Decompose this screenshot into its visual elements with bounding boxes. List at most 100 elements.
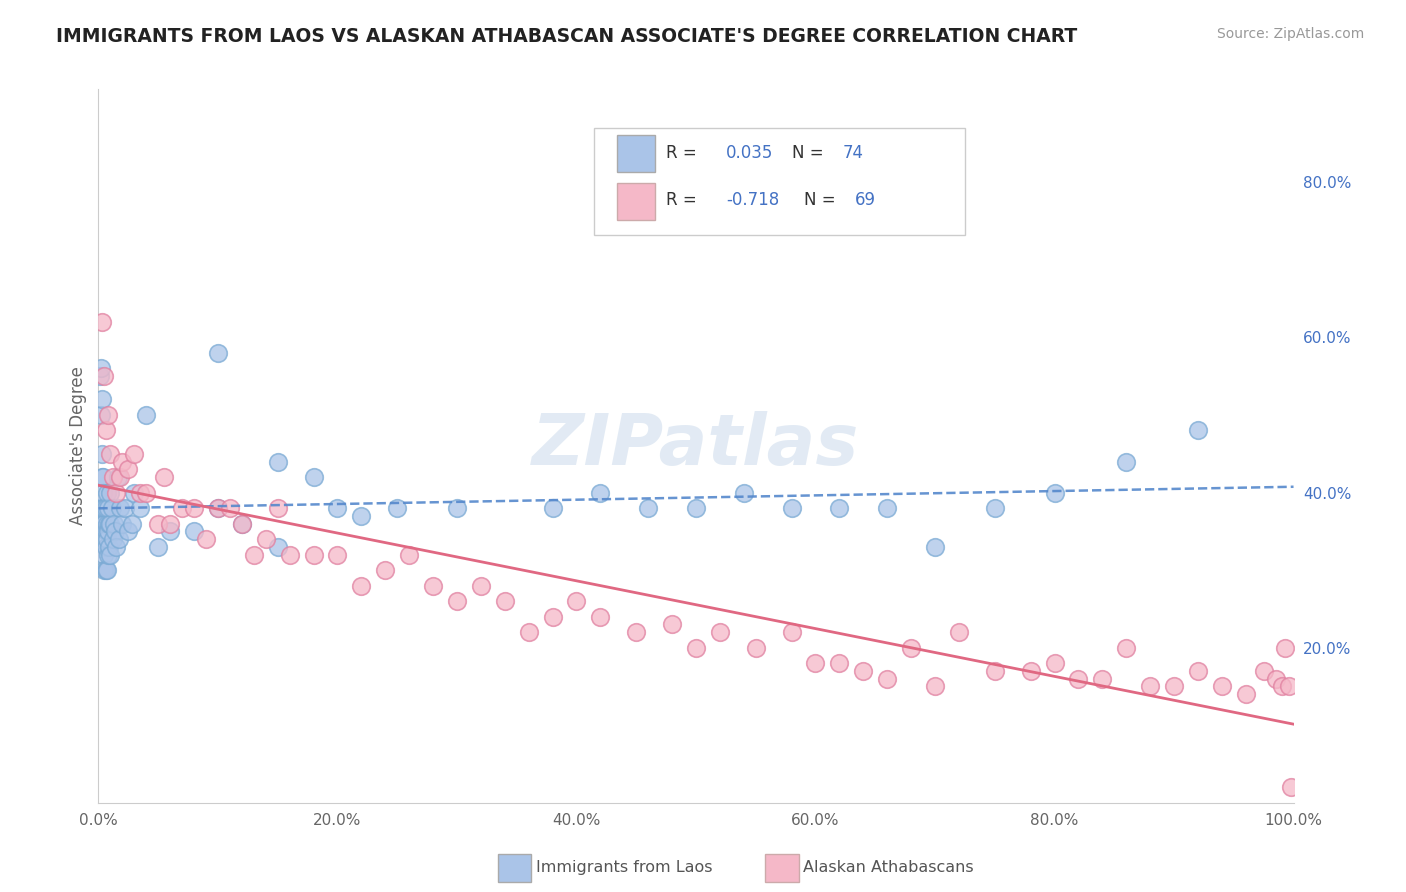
Point xyxy=(91,315,114,329)
Point xyxy=(1274,640,1296,655)
Point xyxy=(172,501,194,516)
Point xyxy=(852,664,875,678)
Point xyxy=(93,563,115,577)
Point xyxy=(948,625,970,640)
Point xyxy=(90,361,112,376)
Point xyxy=(661,617,683,632)
Point xyxy=(121,516,143,531)
Point xyxy=(924,540,946,554)
Point xyxy=(1139,680,1161,694)
Point xyxy=(93,548,115,562)
Point xyxy=(350,579,373,593)
Text: ZIPatlas: ZIPatlas xyxy=(533,411,859,481)
Point xyxy=(89,369,111,384)
Point xyxy=(153,470,176,484)
Point xyxy=(91,485,114,500)
Point xyxy=(1187,664,1209,678)
Point xyxy=(1091,672,1114,686)
Point xyxy=(97,501,120,516)
FancyBboxPatch shape xyxy=(617,183,655,219)
Point xyxy=(93,369,115,384)
Point xyxy=(98,447,122,461)
Point xyxy=(103,516,125,531)
Point xyxy=(709,625,731,640)
Point xyxy=(589,485,612,500)
Point xyxy=(1115,454,1137,468)
Point xyxy=(398,548,420,562)
Point xyxy=(107,470,129,484)
Point xyxy=(900,640,922,655)
Point xyxy=(98,548,122,562)
Point xyxy=(1253,664,1275,678)
Point xyxy=(96,532,118,546)
Point xyxy=(374,563,396,577)
Point xyxy=(94,563,117,577)
Text: N =: N = xyxy=(792,145,828,162)
Point xyxy=(107,532,129,546)
Point xyxy=(231,516,253,531)
FancyBboxPatch shape xyxy=(595,128,965,235)
Point xyxy=(89,501,111,516)
Point xyxy=(1067,672,1090,686)
Point xyxy=(1043,485,1066,500)
Point xyxy=(267,540,290,554)
Point xyxy=(876,672,898,686)
Point xyxy=(517,625,540,640)
Point xyxy=(745,640,768,655)
Point xyxy=(1234,687,1257,701)
Point xyxy=(129,501,152,516)
Text: 69: 69 xyxy=(855,191,876,209)
Point xyxy=(111,516,134,531)
Point xyxy=(98,485,122,500)
Point xyxy=(350,508,373,523)
Point xyxy=(207,501,229,516)
Point xyxy=(101,532,124,546)
Text: N =: N = xyxy=(804,191,841,209)
Text: -0.718: -0.718 xyxy=(725,191,779,209)
Point xyxy=(117,524,139,539)
Point xyxy=(1211,680,1233,694)
Text: 0.035: 0.035 xyxy=(725,145,773,162)
Text: R =: R = xyxy=(666,145,702,162)
Point xyxy=(302,548,325,562)
Text: 74: 74 xyxy=(844,145,863,162)
Point xyxy=(984,501,1007,516)
Point xyxy=(565,594,588,608)
Point xyxy=(780,501,803,516)
Point xyxy=(626,625,648,640)
Text: R =: R = xyxy=(666,191,702,209)
Text: Source: ZipAtlas.com: Source: ZipAtlas.com xyxy=(1216,27,1364,41)
Point xyxy=(101,470,124,484)
Point xyxy=(207,501,229,516)
Point xyxy=(96,485,118,500)
Point xyxy=(219,501,242,516)
Point xyxy=(876,501,898,516)
Point xyxy=(94,501,117,516)
Point xyxy=(96,563,118,577)
Point xyxy=(422,579,444,593)
Point xyxy=(541,609,564,624)
FancyBboxPatch shape xyxy=(617,135,655,172)
Point xyxy=(984,664,1007,678)
Point xyxy=(148,540,170,554)
Point xyxy=(94,424,117,438)
Point xyxy=(780,625,803,640)
Point xyxy=(93,501,115,516)
Point xyxy=(159,516,181,531)
Point xyxy=(1163,680,1185,694)
Point xyxy=(159,524,181,539)
Point xyxy=(685,640,707,655)
Point xyxy=(93,532,115,546)
Point xyxy=(494,594,516,608)
Point xyxy=(326,501,349,516)
Point xyxy=(91,501,114,516)
Point xyxy=(90,408,112,422)
Text: Alaskan Athabascans: Alaskan Athabascans xyxy=(803,860,973,874)
Point xyxy=(1019,664,1042,678)
Point xyxy=(98,540,121,554)
Point xyxy=(470,579,492,593)
Y-axis label: Associate's Degree: Associate's Degree xyxy=(69,367,87,525)
Point xyxy=(93,516,115,531)
Point xyxy=(302,470,325,484)
Point xyxy=(98,516,121,531)
